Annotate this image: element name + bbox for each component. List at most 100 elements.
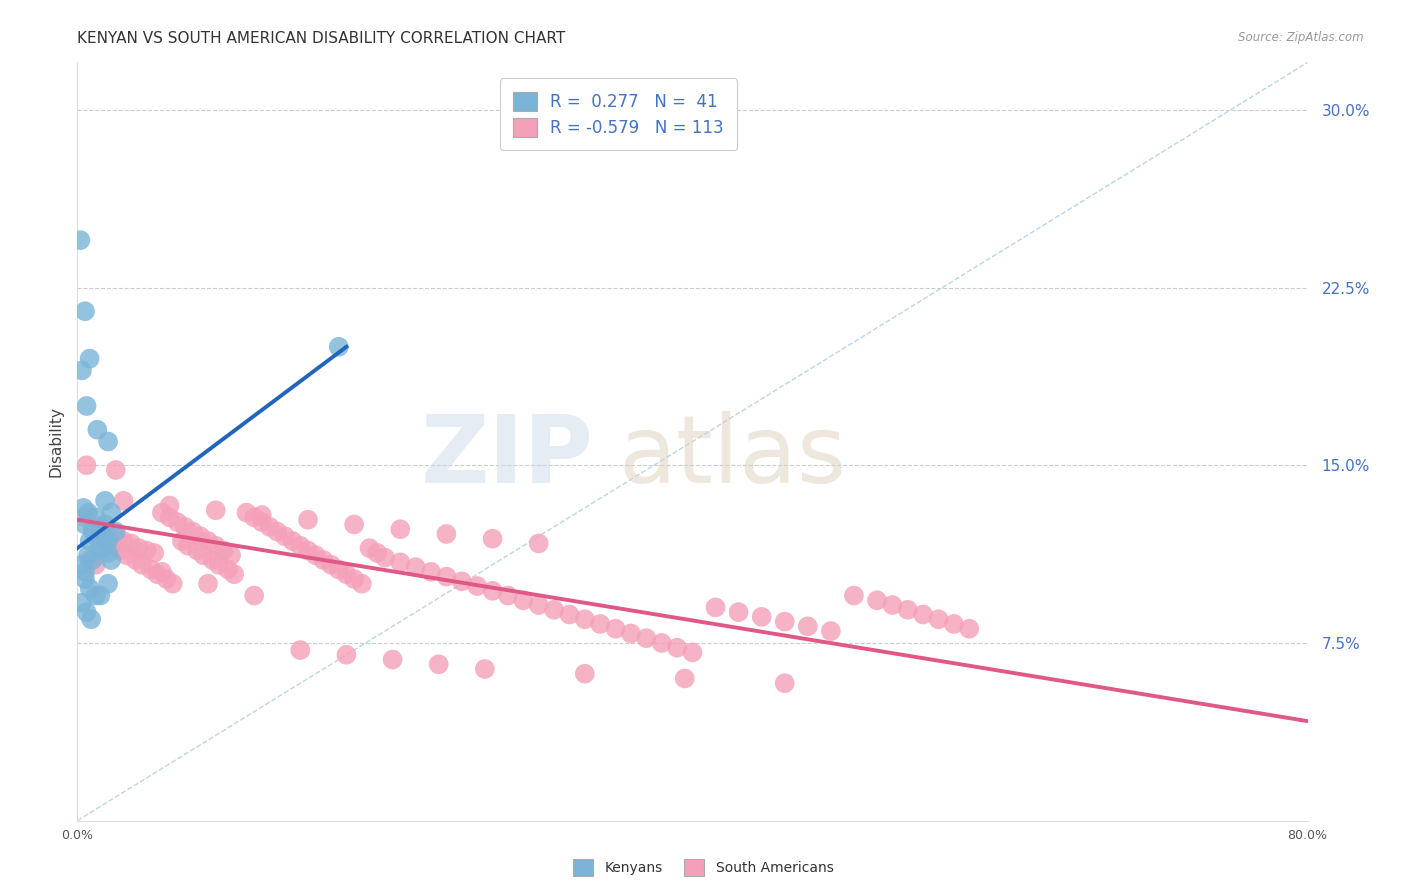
Point bbox=[389, 555, 412, 569]
Point bbox=[574, 666, 596, 681]
Point bbox=[97, 546, 120, 560]
Point bbox=[866, 593, 889, 607]
Point bbox=[90, 541, 114, 556]
Point bbox=[73, 572, 96, 586]
Point bbox=[201, 553, 224, 567]
Point bbox=[297, 513, 319, 527]
Point bbox=[374, 550, 396, 565]
Point bbox=[89, 541, 111, 556]
Point bbox=[174, 520, 197, 534]
Point bbox=[704, 600, 727, 615]
Point bbox=[204, 539, 226, 553]
Point bbox=[436, 527, 458, 541]
Point bbox=[297, 543, 319, 558]
Point bbox=[527, 536, 550, 550]
Point bbox=[204, 503, 226, 517]
Point bbox=[481, 532, 503, 546]
Point bbox=[89, 589, 111, 603]
Point bbox=[141, 562, 163, 576]
Text: KENYAN VS SOUTH AMERICAN DISABILITY CORRELATION CHART: KENYAN VS SOUTH AMERICAN DISABILITY CORR… bbox=[77, 31, 565, 46]
Point bbox=[70, 596, 93, 610]
Point bbox=[128, 541, 150, 556]
Point bbox=[243, 510, 266, 524]
Point bbox=[343, 572, 366, 586]
Point bbox=[193, 548, 215, 563]
Point bbox=[104, 463, 127, 477]
Point bbox=[97, 434, 120, 449]
Point bbox=[77, 548, 100, 563]
Point bbox=[188, 529, 212, 543]
Point bbox=[636, 631, 658, 645]
Point bbox=[79, 351, 101, 366]
Point bbox=[266, 524, 288, 539]
Point bbox=[436, 569, 458, 583]
Point bbox=[773, 676, 796, 690]
Point bbox=[181, 524, 204, 539]
Point bbox=[110, 543, 132, 558]
Text: ZIP: ZIP bbox=[422, 410, 595, 503]
Point bbox=[159, 510, 181, 524]
Point bbox=[120, 536, 142, 550]
Point bbox=[250, 515, 273, 529]
Point bbox=[73, 304, 96, 318]
Point bbox=[177, 539, 200, 553]
Point bbox=[527, 598, 550, 612]
Point bbox=[305, 548, 328, 563]
Point bbox=[589, 617, 612, 632]
Point bbox=[250, 508, 273, 522]
Point bbox=[957, 622, 980, 636]
Point bbox=[420, 565, 443, 579]
Point bbox=[162, 576, 184, 591]
Point bbox=[319, 558, 342, 572]
Point bbox=[73, 510, 96, 524]
Point bbox=[290, 643, 312, 657]
Point bbox=[166, 515, 188, 529]
Point bbox=[186, 543, 208, 558]
Point bbox=[212, 543, 235, 558]
Point bbox=[131, 558, 153, 572]
Point bbox=[115, 548, 138, 563]
Point bbox=[605, 622, 627, 636]
Point bbox=[146, 567, 169, 582]
Point bbox=[84, 529, 107, 543]
Legend: R =  0.277   N =  41, R = -0.579   N = 113: R = 0.277 N = 41, R = -0.579 N = 113 bbox=[501, 78, 737, 150]
Point bbox=[243, 589, 266, 603]
Point bbox=[620, 626, 643, 640]
Point bbox=[97, 524, 120, 539]
Point bbox=[481, 583, 503, 598]
Point bbox=[70, 363, 93, 377]
Text: Source: ZipAtlas.com: Source: ZipAtlas.com bbox=[1239, 31, 1364, 45]
Point bbox=[335, 567, 357, 582]
Point bbox=[773, 615, 796, 629]
Point bbox=[328, 340, 350, 354]
Point bbox=[897, 603, 920, 617]
Point bbox=[84, 510, 107, 524]
Point bbox=[797, 619, 820, 633]
Point bbox=[543, 603, 565, 617]
Point bbox=[84, 589, 107, 603]
Point bbox=[97, 576, 120, 591]
Point bbox=[359, 541, 381, 556]
Point bbox=[381, 652, 404, 666]
Point bbox=[70, 558, 93, 572]
Point bbox=[79, 553, 101, 567]
Point bbox=[474, 662, 496, 676]
Point bbox=[100, 553, 122, 567]
Point bbox=[73, 517, 96, 532]
Point bbox=[405, 560, 427, 574]
Point bbox=[197, 576, 219, 591]
Point bbox=[76, 458, 98, 473]
Point bbox=[259, 520, 281, 534]
Point bbox=[512, 593, 534, 607]
Point bbox=[155, 572, 177, 586]
Point bbox=[651, 636, 673, 650]
Point bbox=[281, 534, 304, 549]
Point bbox=[751, 610, 773, 624]
Point bbox=[328, 562, 350, 576]
Point bbox=[312, 553, 335, 567]
Point bbox=[112, 534, 135, 549]
Point bbox=[104, 524, 127, 539]
Point bbox=[208, 558, 231, 572]
Point bbox=[84, 558, 107, 572]
Point bbox=[574, 612, 596, 626]
